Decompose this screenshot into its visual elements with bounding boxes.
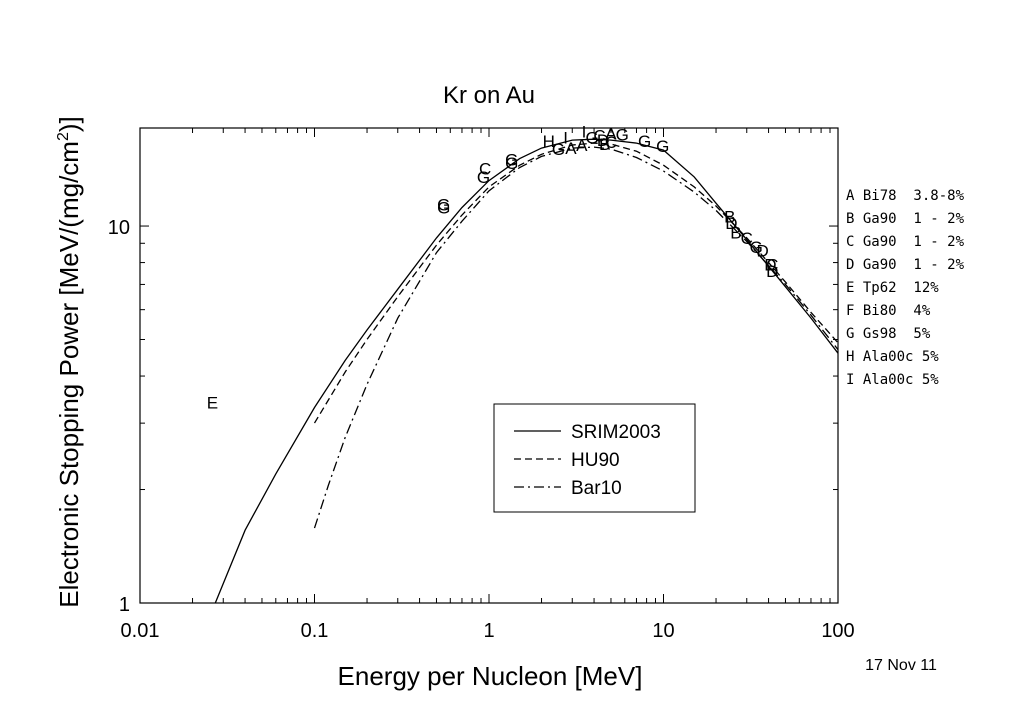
data-point-g: G [505,154,518,173]
series-line-srim2003 [214,138,839,604]
point-legend-entry: G Gs98 5% [846,326,931,342]
data-point-d: D [764,256,776,275]
data-point-c: C [605,133,617,152]
legend-box [493,403,696,513]
x-tick-label: 0.01 [121,620,160,642]
data-point-b: B [730,224,741,243]
data-point-g: G [477,168,490,187]
data-point-a: A [605,124,617,143]
chart-title: Kr on Au [443,82,535,109]
y-tick-label: 10 [108,217,130,239]
data-point-g: G [656,137,669,156]
data-point-a: A [576,136,588,155]
point-legend: A Bi78 3.8-8% B Ga90 1 - 2% C Ga90 1 - 2% D… [846,188,965,388]
legend-label: HU90 [571,450,620,471]
x-axis-label: Energy per Nucleon [MeV] [338,661,643,691]
x-tick-label: 1 [483,620,494,642]
data-point-g: G [505,151,518,170]
data-point-b: B [724,207,735,226]
data-point-g: G [638,132,651,151]
data-point-c: C [766,256,778,275]
series-legend: SRIM2003 HU90 Bar10 [493,403,696,513]
data-point-g: G [616,125,629,144]
data-point-c: C [593,126,605,145]
data-point-g: G [750,238,763,257]
data-point-g: G [437,198,450,217]
point-legend-entry: F Bi80 4% [846,303,931,319]
y-tick-label: 1 [119,594,130,616]
point-legend-entry: C Ga90 1 - 2% [846,234,965,250]
x-tick-label: 10 [652,620,674,642]
data-point-d: D [766,262,778,281]
plot-frame [139,127,839,604]
data-point-g: G [586,128,599,147]
series-line-hu90 [313,142,839,424]
data-point-i: I [563,128,568,147]
series-lines [214,138,839,604]
tick-labels: 0.01 0.1 1 10 100 1 10 [108,217,855,642]
point-legend-entry: B Ga90 1 - 2% [846,211,965,227]
point-legend-entry: A Bi78 3.8-8% [846,188,965,204]
data-point-c: C [741,229,753,248]
data-point-e: E [207,394,218,413]
date-stamp: 17 Nov 11 [865,657,937,674]
legend-label: SRIM2003 [571,422,661,443]
data-point-d: D [757,242,769,261]
data-point-a: A [565,139,577,158]
data-point-b: B [599,135,610,154]
legend-label: Bar10 [571,478,622,499]
point-legend-entry: I Ala00c 5% [846,372,939,388]
data-point-d: D [597,131,609,150]
point-legend-entry: E Tp62 12% [846,280,939,296]
series-line-bar10 [313,146,839,529]
y-axis-label-sup: 2 [55,132,72,141]
x-tick-label: 100 [821,620,854,642]
data-point-c: C [479,160,491,179]
data-point-h: H [543,132,555,151]
data-point-g: G [552,140,565,159]
y-axis-label-main: Electronic Stopping Power [MeV/(mg/cm [54,141,84,608]
axis-ticks [139,128,838,604]
point-legend-entry: D Ga90 1 - 2% [846,257,965,273]
data-point-d: D [725,214,737,233]
data-point-g: G [437,196,450,215]
x-tick-label: 0.1 [301,620,329,642]
y-axis-label-end: )] [54,116,84,132]
point-legend-entry: H Ala00c 5% [846,349,939,365]
y-axis-label: Electronic Stopping Power [MeV/(mg/cm2)] [54,116,84,608]
data-point-i: I [582,123,587,142]
